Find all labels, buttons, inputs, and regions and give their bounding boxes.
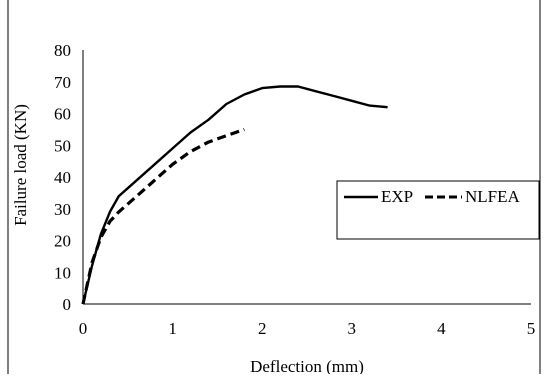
x-tick-label: 3 [348, 319, 357, 338]
y-tick-label: 40 [54, 168, 71, 187]
series-line-nlfea [81, 127, 245, 305]
y-tick-label: 60 [54, 105, 71, 124]
x-tick-label: 2 [258, 319, 267, 338]
axes [82, 50, 531, 305]
x-tick-label: 4 [437, 319, 446, 338]
y-axis-title: Failure load (KN) [11, 104, 30, 226]
x-axis-title: Deflection (mm) [250, 357, 364, 374]
x-tick-label: 1 [168, 319, 177, 338]
legend: EXP NLFEA [336, 180, 540, 240]
legend-box [336, 180, 540, 240]
series-layer [81, 85, 388, 305]
y-tick-label: 10 [54, 263, 71, 282]
y-tick-label: 30 [54, 200, 71, 219]
y-tick-label: 80 [54, 41, 71, 60]
y-tick-label: 50 [54, 136, 71, 155]
y-tick-label: 70 [54, 73, 71, 92]
legend-label-nlfea: NLFEA [465, 187, 521, 206]
y-tick-label: 20 [54, 232, 71, 251]
y-tick-label: 0 [63, 295, 72, 314]
series-line-exp [81, 85, 388, 305]
legend-label-exp: EXP [381, 187, 413, 206]
tick-labels: 0 10 20 30 40 50 60 70 80 0 1 2 3 4 5 [54, 41, 535, 338]
x-tick-label: 0 [79, 319, 88, 338]
x-tick-label: 5 [527, 319, 536, 338]
